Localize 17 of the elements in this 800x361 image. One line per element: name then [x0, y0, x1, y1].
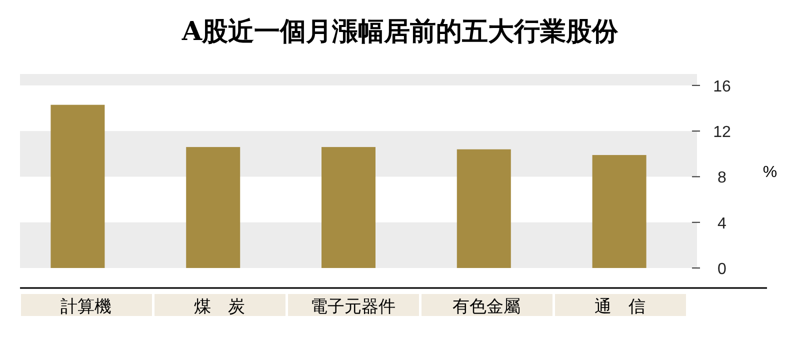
bar [592, 155, 646, 268]
bar [50, 104, 105, 268]
x-tick-label: 電子元器件 [310, 297, 396, 317]
chart-title: A股近一個月漲幅居前的五大行業股份 [180, 17, 620, 47]
y-tick-label: 0 [718, 261, 727, 278]
y-tick-label: 4 [718, 215, 727, 232]
x-tick-label: 煤 炭 [194, 297, 245, 317]
x-tick-label: 計算機 [60, 297, 112, 317]
x-tick-label: 有色金屬 [452, 297, 520, 317]
x-tick-label: 通 信 [594, 297, 646, 317]
y-tick-label: 8 [718, 170, 727, 187]
y-axis-title: % [762, 164, 778, 181]
bar [322, 147, 376, 268]
bar [456, 149, 511, 268]
y-tick-label: 16 [713, 78, 731, 96]
bar [186, 147, 240, 268]
y-tick-label: 12 [713, 124, 731, 142]
